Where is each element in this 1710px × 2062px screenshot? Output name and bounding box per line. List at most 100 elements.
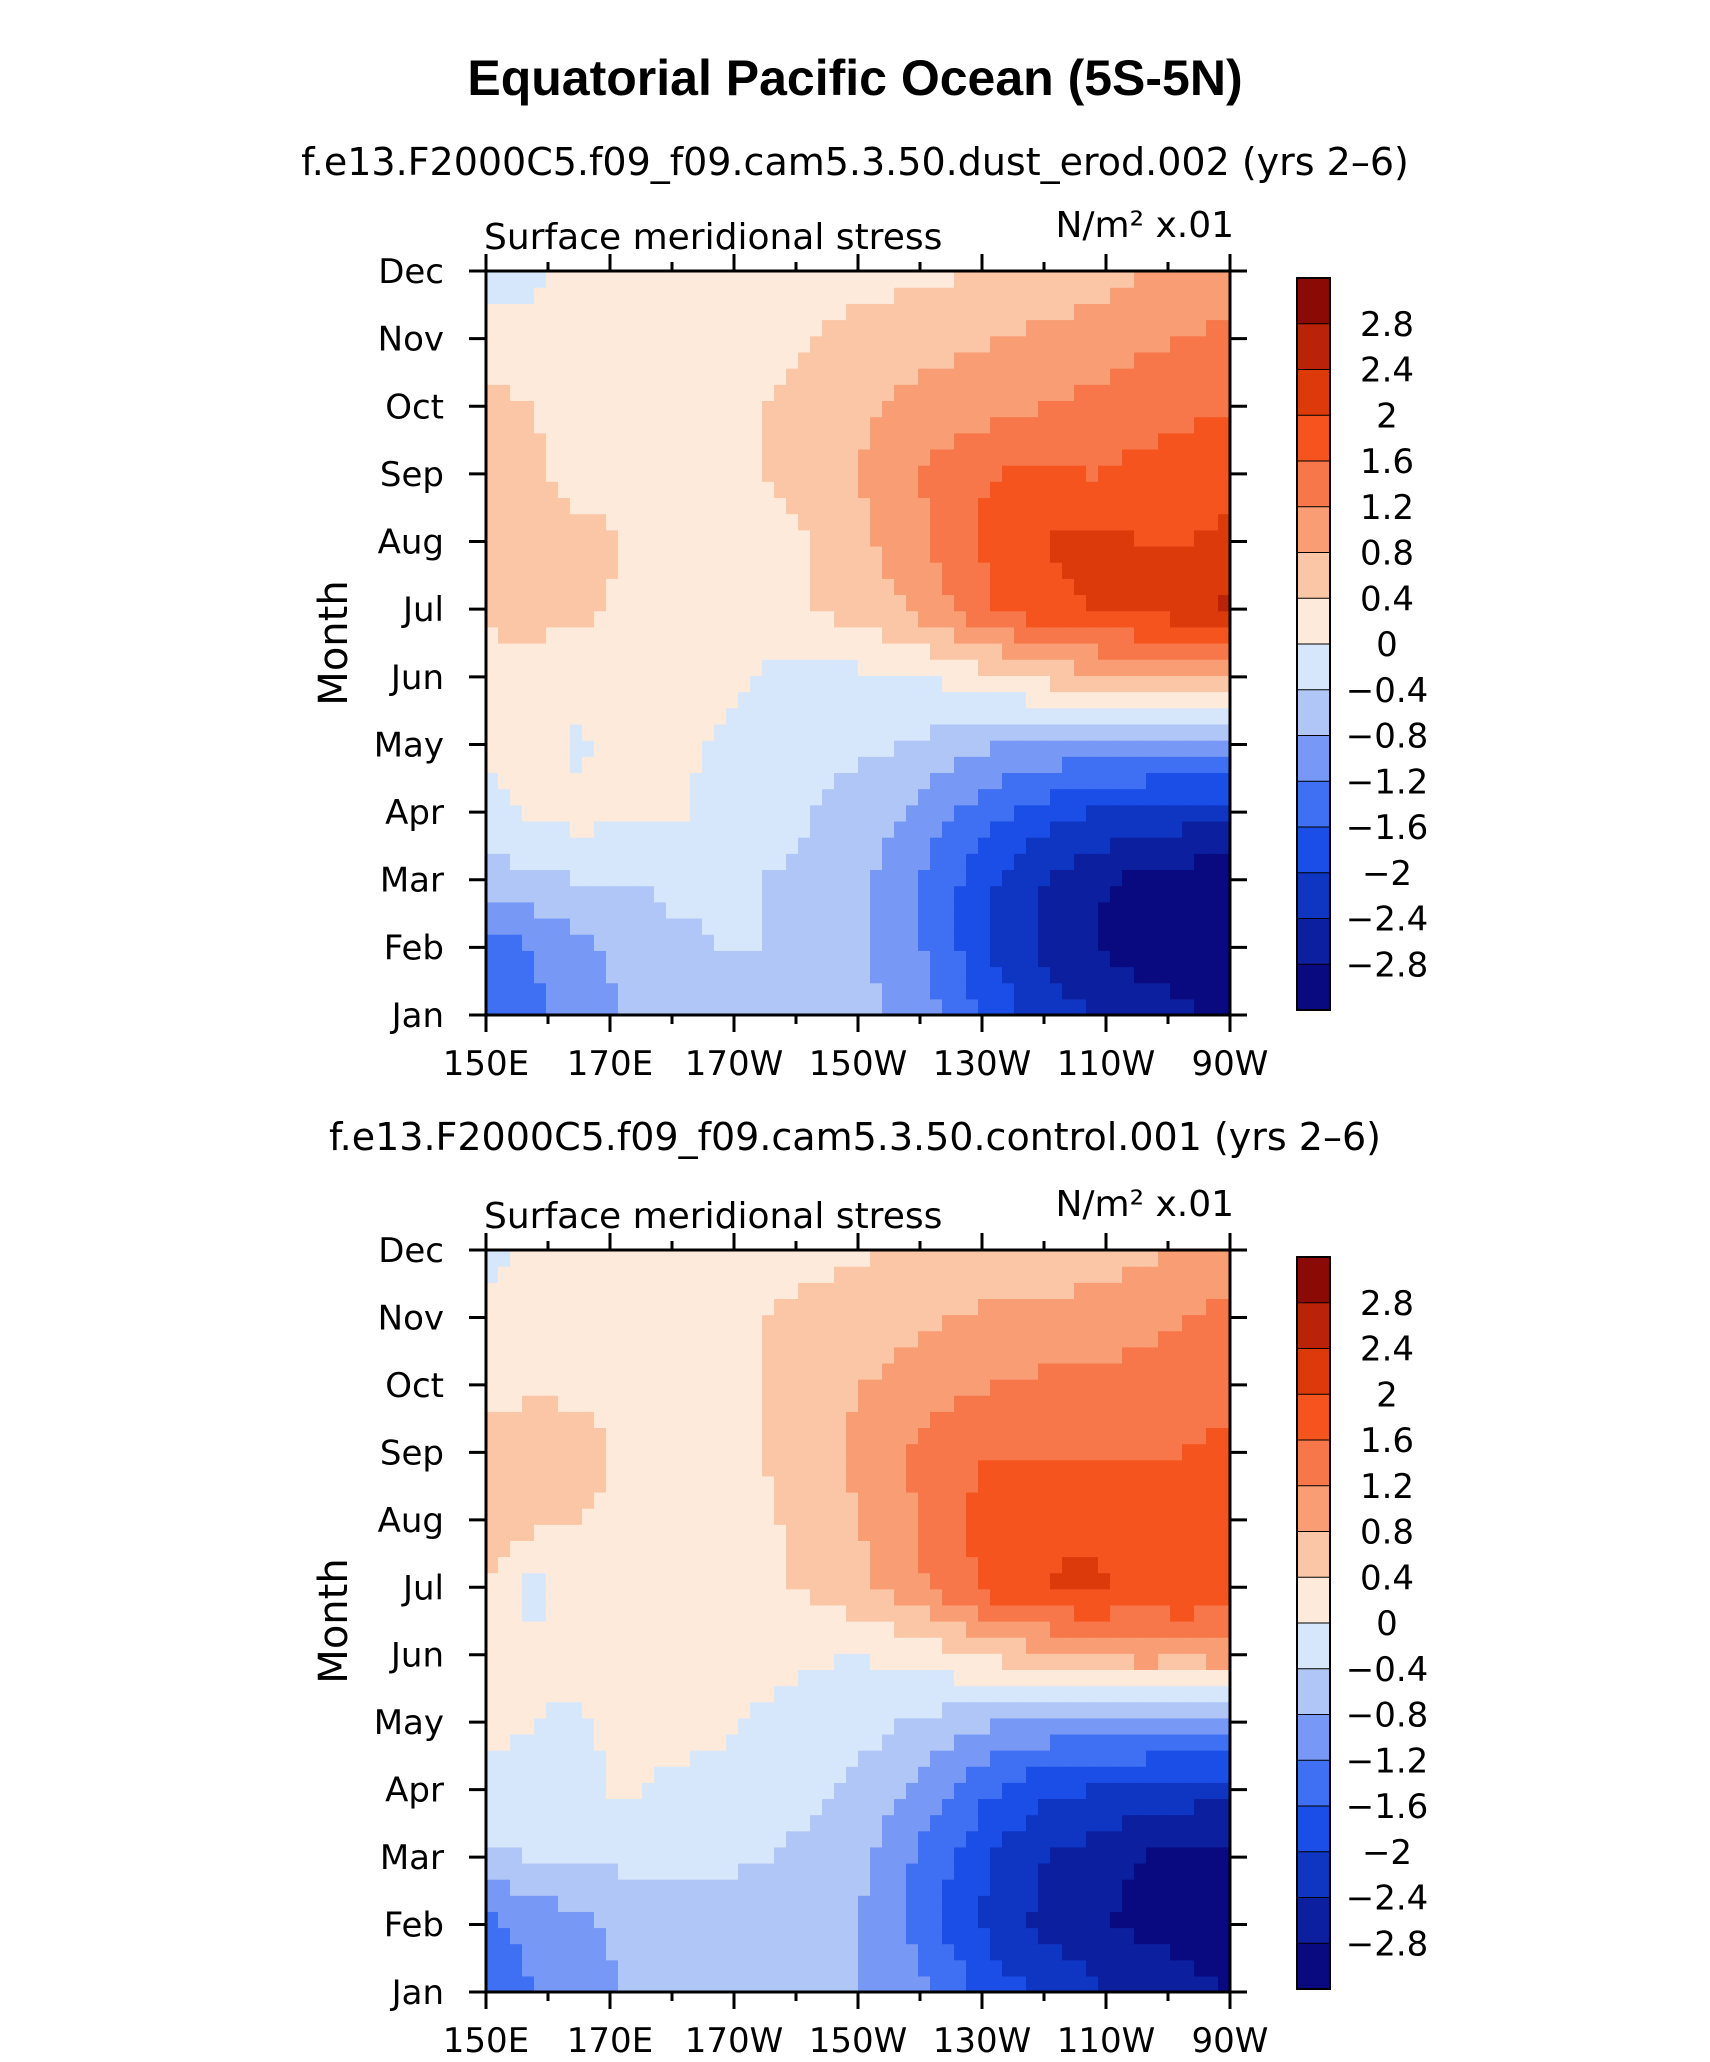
heatmap-cell [582,707,595,725]
heatmap-cell [726,1895,739,1912]
heatmap-cell [846,885,859,903]
heatmap-cell [1182,1750,1195,1767]
heatmap-cell [1026,1491,1039,1509]
heatmap-cell [894,465,907,482]
heatmap-cell [678,1943,691,1961]
heatmap-cell [1086,707,1099,725]
heatmap-cell [678,400,691,418]
heatmap-cell [1158,723,1171,741]
heatmap-cell [1026,1782,1039,1800]
heatmap-cell [894,1540,907,1558]
heatmap-cell [930,1508,943,1525]
heatmap-cell [702,1572,715,1590]
heatmap-cell [618,1911,631,1929]
heatmap-cell [582,1524,595,1541]
heatmap-cell [1122,1943,1135,1961]
heatmap-cell [954,562,967,579]
heatmap-cell [798,982,811,1000]
heatmap-cell [630,465,643,482]
heatmap-cell [1194,351,1207,369]
heatmap-cell [1086,465,1099,482]
heatmap-cell [714,562,727,579]
heatmap-cell [558,756,571,773]
heatmap-cell [1050,1959,1063,1977]
heatmap-cell [510,481,523,499]
heatmap-cell [546,384,559,401]
heatmap-cell [858,740,871,757]
heatmap-cell [582,1911,595,1929]
heatmap-cell [1074,1733,1087,1751]
heatmap-cell [1134,707,1147,725]
heatmap-cell [510,820,523,838]
heatmap-cell [534,271,547,288]
heatmap-cell [690,1975,703,1993]
heatmap-cell [1182,1653,1195,1670]
heatmap-cell [1194,950,1207,968]
heatmap-cell [1014,594,1027,612]
heatmap-cell [1098,465,1111,482]
heatmap-cell [534,1814,547,1832]
heatmap-cell [1158,400,1171,418]
heatmap-cell [546,545,559,563]
heatmap-cell [1182,1862,1195,1880]
heatmap-cell [1122,1491,1135,1509]
heatmap-cell [738,1588,751,1606]
heatmap-cell [714,448,727,466]
heatmap-cell [1002,1927,1015,1945]
heatmap-cell [1026,513,1039,531]
heatmap-cell [678,804,691,822]
heatmap-cell [1050,1572,1063,1590]
heatmap-cell [1134,1717,1147,1735]
heatmap-cell [954,1830,967,1848]
heatmap-cell [582,610,595,628]
heatmap-cell [990,351,1003,369]
heatmap-cell [546,1959,559,1977]
heatmap-cell [882,1459,895,1477]
heatmap-cell [570,1766,583,1783]
heatmap-cell [546,1685,559,1703]
heatmap-cell [690,901,703,919]
heatmap-cell [510,675,523,693]
heatmap-cell [618,1637,631,1654]
heatmap-cell [786,497,799,515]
heatmap-cell [762,562,775,579]
heatmap-cell [546,1475,559,1493]
heatmap-cell [642,1879,655,1896]
heatmap-cell [546,934,559,951]
heatmap-cell [918,465,931,482]
heatmap-cell [954,303,967,321]
heatmap-cell [606,934,619,951]
heatmap-cell [1038,1556,1051,1574]
heatmap-cell [810,869,823,887]
heatmap-cell [1098,966,1111,984]
heatmap-cell [906,1556,919,1574]
heatmap-cell [1098,1621,1111,1638]
heatmap-cell [918,885,931,903]
heatmap-cell [714,885,727,903]
heatmap-cell [678,1669,691,1687]
heatmap-cell [1122,1556,1135,1574]
heatmap-cell [570,594,583,612]
heatmap-cell [846,1733,859,1751]
heatmap-cell [606,497,619,515]
heatmap-cell [906,1959,919,1977]
heatmap-cell [882,1830,895,1848]
heatmap-cell [522,1508,535,1525]
heatmap-cell [906,1653,919,1670]
heatmap-cell [714,351,727,369]
heatmap-cell [1050,368,1063,385]
heatmap-cell [630,675,643,693]
heatmap-cell [930,804,943,822]
heatmap-cell [738,934,751,951]
x-tick-label: 170W [685,1044,784,1084]
heatmap-cell [510,368,523,385]
heatmap-cell [690,1524,703,1541]
colorbar-box [1296,597,1331,645]
heatmap-cell [1182,1491,1195,1509]
heatmap-cell [798,1621,811,1638]
heatmap-cell [606,384,619,401]
heatmap-cell [630,1475,643,1493]
heatmap-cell [762,1685,775,1703]
heatmap-cell [918,659,931,676]
heatmap-cell [690,1588,703,1606]
